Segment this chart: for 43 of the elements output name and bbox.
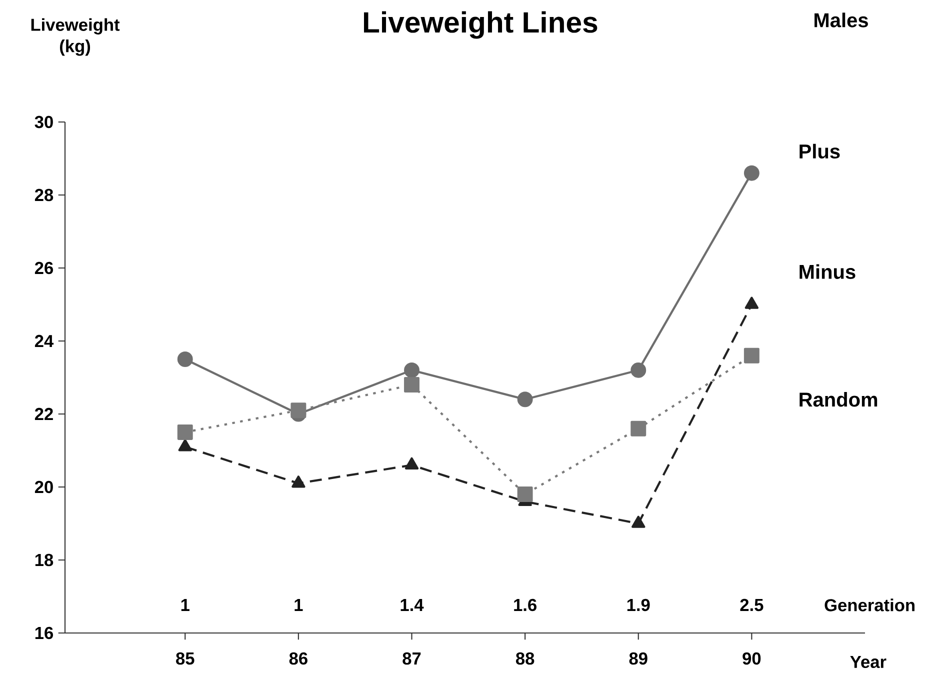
x-tick-label: 85 [176,652,194,665]
x-tick-label: 87 [402,652,421,665]
point [744,348,760,364]
chart-subtitle: Males [814,12,868,28]
y-tick-label: 26 [34,262,53,274]
annotation: 1.4 [400,599,424,611]
point [404,457,419,470]
point [177,424,193,440]
y-tick-label: 22 [34,408,53,420]
text: Plus [800,144,840,159]
annotation: 1.6 [514,598,536,612]
point [630,362,646,378]
y-tick-label: 16 [35,626,53,640]
point [177,352,193,367]
annotation: 1 [294,599,303,611]
y-tick-label: 28 [34,188,54,202]
y-tick-label: 30 [34,116,53,128]
chart-title: Liveweight Lines [364,11,598,39]
x-axis-title: Year [850,656,886,668]
point [744,165,760,181]
point [404,377,420,393]
annotation: 1.9 [627,598,650,612]
y-axis-title: Liveweight (kg) [31,18,120,56]
point [292,476,306,488]
annotation: 1 [181,599,190,611]
point [404,362,420,378]
annotation: 2.5 [740,598,764,612]
y-tick-label: 18 [35,554,54,566]
point [290,402,306,418]
y-tick-label: 24 [34,334,54,348]
y-tick-label: 20 [34,480,53,494]
text: Random [800,392,878,407]
text: Minus [800,264,856,279]
x-tick-label: 90 [742,652,761,665]
point [178,439,192,452]
annotation: Generation [824,598,914,612]
x-tick-label: 88 [516,652,534,665]
x-tick-label: 86 [289,652,308,665]
point [517,392,533,408]
point [517,486,533,502]
point [630,420,646,436]
point [632,516,646,528]
x-tick-label: 89 [629,652,648,665]
